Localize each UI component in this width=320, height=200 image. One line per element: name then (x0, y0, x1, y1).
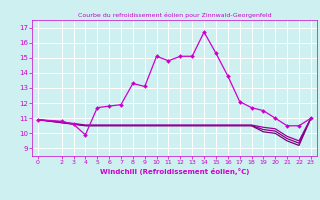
Title: Courbe du refroidissement éolien pour Zinnwald-Georgenfeld: Courbe du refroidissement éolien pour Zi… (77, 13, 271, 18)
X-axis label: Windchill (Refroidissement éolien,°C): Windchill (Refroidissement éolien,°C) (100, 168, 249, 175)
